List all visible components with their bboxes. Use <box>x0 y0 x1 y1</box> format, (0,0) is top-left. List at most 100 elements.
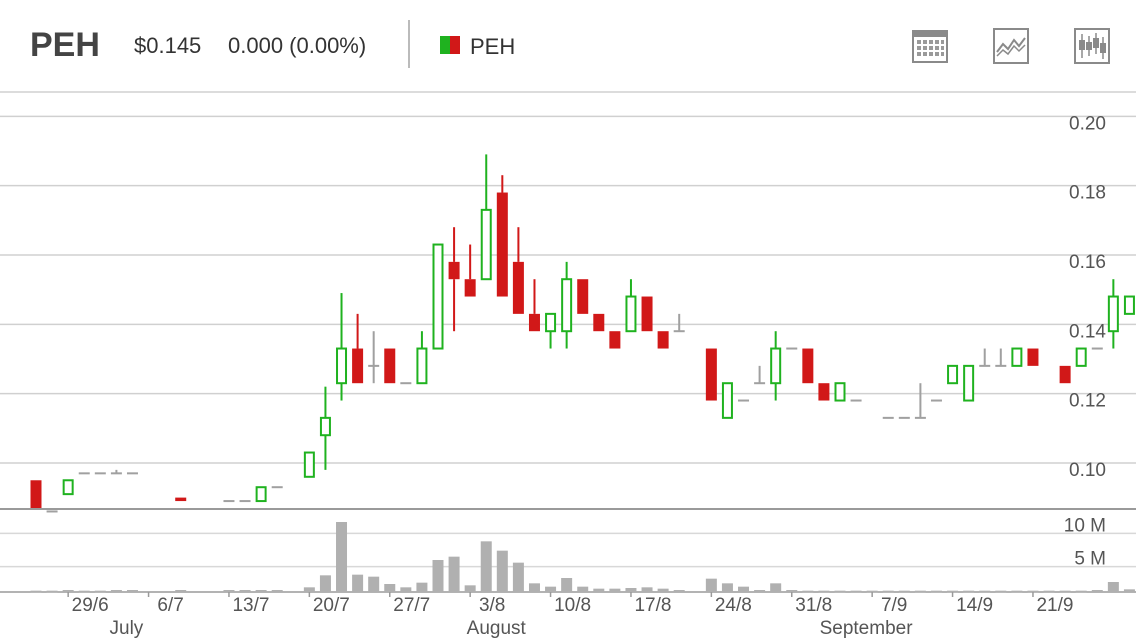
candle-body <box>62 479 74 496</box>
candle <box>818 383 830 401</box>
month-labels: July August September <box>110 618 914 639</box>
legend-swatch <box>440 36 460 54</box>
candle <box>914 383 926 419</box>
volume-bar <box>754 590 766 592</box>
volume-bar <box>126 590 138 592</box>
volume-bar <box>979 590 991 593</box>
candle <box>770 331 782 401</box>
volume-bar <box>46 590 58 593</box>
volume-axis-labels: 5 M 10 M <box>1064 515 1106 569</box>
volume-bar <box>898 590 910 593</box>
price-tick-label: 0.20 <box>1069 113 1106 134</box>
volume-bar <box>545 586 557 592</box>
candle <box>979 348 991 367</box>
volume-bar <box>384 584 396 592</box>
candle-body <box>352 348 364 384</box>
volume-bar <box>175 590 187 592</box>
gridlines <box>0 91 1136 510</box>
candle-body <box>528 313 540 332</box>
candle-body <box>963 364 975 402</box>
volume-bar <box>818 590 830 593</box>
volume-bar <box>738 586 750 592</box>
candle-body <box>175 497 187 502</box>
candle-body <box>512 261 524 314</box>
price-tick-label: 0.18 <box>1069 183 1106 204</box>
volume-bar <box>770 583 782 592</box>
volume-bar <box>1043 590 1055 593</box>
candle-body <box>255 486 267 503</box>
candle-body <box>721 382 733 419</box>
volume-bar <box>625 588 637 592</box>
volume-bar <box>528 583 540 592</box>
volume-tick-label: 10 M <box>1064 515 1106 536</box>
date-tick-label: 13/7 <box>232 595 269 616</box>
candle-body <box>818 383 830 401</box>
candle-body <box>1075 347 1087 367</box>
volume-bar <box>1059 590 1071 593</box>
candle <box>625 279 637 333</box>
month-label: August <box>467 618 527 639</box>
candle-body <box>336 347 348 385</box>
candlestick-icon[interactable] <box>1074 28 1110 64</box>
candle <box>110 469 122 475</box>
volume-bar <box>480 541 492 592</box>
candle <box>721 382 733 419</box>
volume-bar <box>561 578 573 592</box>
volume-bar <box>432 560 444 592</box>
volume-bar <box>673 590 685 592</box>
volume-bar <box>930 590 942 593</box>
volume-bar <box>1011 590 1023 593</box>
candle <box>432 243 444 350</box>
volume-bar <box>609 588 621 592</box>
candle <box>512 227 524 314</box>
candle <box>368 331 380 384</box>
price-tick-label: 0.16 <box>1069 252 1106 273</box>
candle-body <box>1027 348 1039 366</box>
candle-body <box>593 313 605 332</box>
candle <box>496 175 508 297</box>
date-tick-label: 10/8 <box>554 595 591 616</box>
candle <box>834 382 846 402</box>
volume-bar <box>834 590 846 593</box>
volume-bar <box>995 590 1007 593</box>
candle <box>319 386 331 470</box>
header-divider <box>408 20 410 68</box>
candle <box>336 293 348 401</box>
calendar-icon[interactable] <box>912 28 948 64</box>
candle <box>175 497 187 502</box>
line-chart-icon[interactable] <box>993 28 1029 64</box>
volume-bar <box>255 590 267 592</box>
volume-bar <box>223 590 235 592</box>
volume-bar <box>496 550 508 592</box>
candle <box>303 451 315 478</box>
candle <box>1059 365 1071 384</box>
candle-body <box>432 243 444 350</box>
date-tick-label: 3/8 <box>479 595 505 616</box>
date-tick-label: 20/7 <box>313 595 350 616</box>
date-tick-label: 27/7 <box>393 595 430 616</box>
candle <box>963 364 975 402</box>
date-tick-label: 6/7 <box>157 595 183 616</box>
candle <box>947 364 959 385</box>
candle-body <box>1059 365 1071 384</box>
candle <box>545 312 557 349</box>
date-tick-label: 21/9 <box>1036 595 1073 616</box>
candle <box>609 331 621 349</box>
candle <box>802 348 814 384</box>
volume-bar <box>914 590 926 593</box>
candle <box>30 480 42 508</box>
candle <box>1027 348 1039 366</box>
candle <box>995 348 1007 367</box>
candle <box>1075 347 1087 367</box>
candle <box>641 296 653 332</box>
chart-header: PEH $0.145 0.000 (0.00%) PEH <box>0 0 1136 92</box>
volume-bar <box>239 590 251 592</box>
ticker-symbol: PEH <box>30 26 100 64</box>
candle-body <box>30 480 42 508</box>
volume-bar <box>303 587 315 592</box>
volume-bar <box>271 590 283 592</box>
candle-body <box>480 208 492 281</box>
candle <box>352 313 364 384</box>
volume-bar <box>400 587 412 592</box>
